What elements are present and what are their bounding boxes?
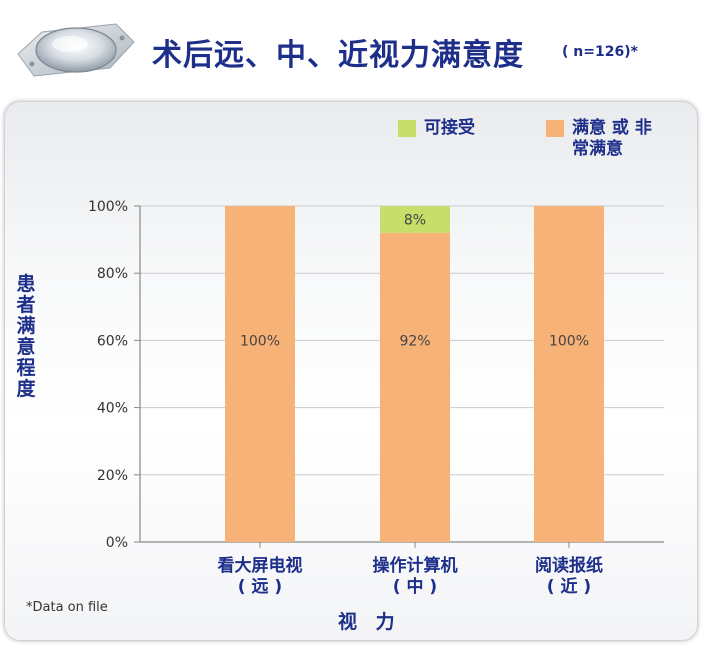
category-label-far-line1: 看大屏电视 <box>217 556 303 576</box>
y-tick-label: 20% <box>97 468 128 484</box>
y-tick-label: 40% <box>97 401 128 417</box>
legend-label-satisfied: 满意 或 非常满意 <box>572 118 652 159</box>
footnote: *Data on file <box>26 600 108 615</box>
y-axis-title: 患者满意程度 <box>16 273 36 400</box>
category-label-near-line2: ( 近 ) <box>546 577 592 597</box>
category-label-intermediate-line1: 操作计算机 <box>372 556 458 576</box>
bar-satisfied <box>534 206 604 542</box>
category-label-near-line1: 阅读报纸 <box>535 556 603 576</box>
y-tick-label: 60% <box>97 333 128 349</box>
legend-item-satisfied: 满意 或 非常满意 <box>546 118 668 160</box>
page-title: 术后远、中、近视力满意度 <box>152 38 524 73</box>
data-label: 8% <box>404 212 426 228</box>
data-label: 100% <box>240 333 280 349</box>
category-label-near: 阅读报纸 ( 近 ) <box>499 556 639 598</box>
legend-swatch-acceptable <box>398 120 416 137</box>
legend-swatch-satisfied <box>546 120 564 137</box>
category-label-intermediate: 操作计算机 ( 中 ) <box>345 556 485 598</box>
sample-size-label: ( n=126)* <box>562 44 638 60</box>
category-label-intermediate-line2: ( 中 ) <box>392 577 438 597</box>
x-axis-title: 视 力 <box>338 611 401 633</box>
category-label-far: 看大屏电视 ( 远 ) <box>190 556 330 598</box>
y-tick-label: 0% <box>106 535 128 551</box>
y-tick-label: 80% <box>97 266 128 282</box>
header: 术后远、中、近视力满意度 ( n=126)* <box>0 0 708 100</box>
bar-satisfied <box>225 206 295 542</box>
lens-icon <box>17 23 135 77</box>
legend-item-acceptable: 可接受 <box>398 118 475 139</box>
bar-satisfied <box>380 232 450 542</box>
category-label-far-line2: ( 远 ) <box>237 577 283 597</box>
data-label: 100% <box>549 333 589 349</box>
y-tick-label: 100% <box>88 199 128 215</box>
legend-label-acceptable: 可接受 <box>424 118 475 138</box>
bar-acceptable <box>380 206 450 233</box>
data-label: 92% <box>399 333 430 349</box>
